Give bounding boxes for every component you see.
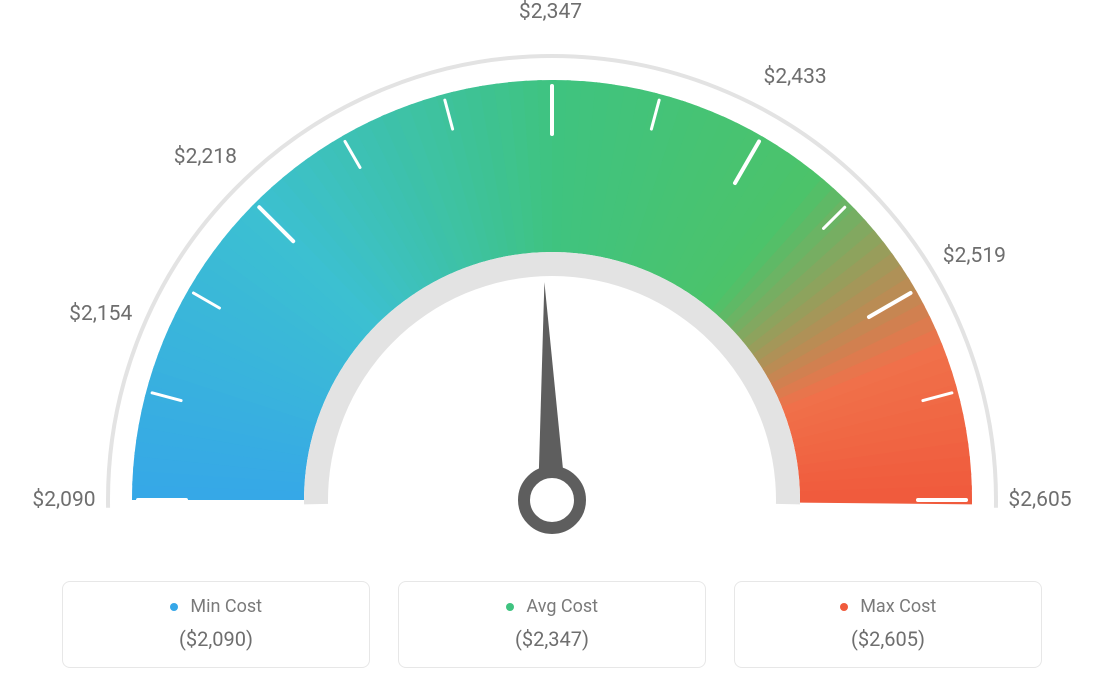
gauge-tick-label: $2,090 <box>32 488 95 512</box>
legend-value-max: ($2,605) <box>745 627 1031 651</box>
legend-label-max: Max Cost <box>860 596 936 617</box>
legend-value-avg: ($2,347) <box>409 627 695 651</box>
gauge-tick-label: $2,218 <box>174 145 237 169</box>
legend-card-max: Max Cost ($2,605) <box>734 581 1042 668</box>
legend-dot-avg <box>506 603 514 611</box>
gauge-tick-label: $2,433 <box>764 65 827 89</box>
legend-label-min: Min Cost <box>190 596 262 617</box>
gauge-chart: $2,090 $2,154 $2,218 $2,347 $2,433 $2,519 $2,6… <box>0 0 1104 560</box>
legend-title-avg: Avg Cost <box>409 596 695 617</box>
legend-card-avg: Avg Cost ($2,347) <box>398 581 706 668</box>
legend-dot-min <box>170 603 178 611</box>
legend-dot-max <box>840 603 848 611</box>
chart-container: $2,090 $2,154 $2,218 $2,347 $2,433 $2,519 $2,6… <box>0 0 1104 690</box>
gauge-tick-label: $2,519 <box>943 244 1006 268</box>
legend-row: Min Cost ($2,090) Avg Cost ($2,347) Max … <box>62 581 1042 668</box>
gauge-tick-label: $2,347 <box>519 0 582 24</box>
legend-title-min: Min Cost <box>73 596 359 617</box>
legend-card-min: Min Cost ($2,090) <box>62 581 370 668</box>
legend-title-max: Max Cost <box>745 596 1031 617</box>
gauge-tick-label: $2,154 <box>69 302 132 326</box>
legend-value-min: ($2,090) <box>73 627 359 651</box>
gauge-tick-label: $2,605 <box>1008 488 1071 512</box>
legend-label-avg: Avg Cost <box>526 596 598 617</box>
